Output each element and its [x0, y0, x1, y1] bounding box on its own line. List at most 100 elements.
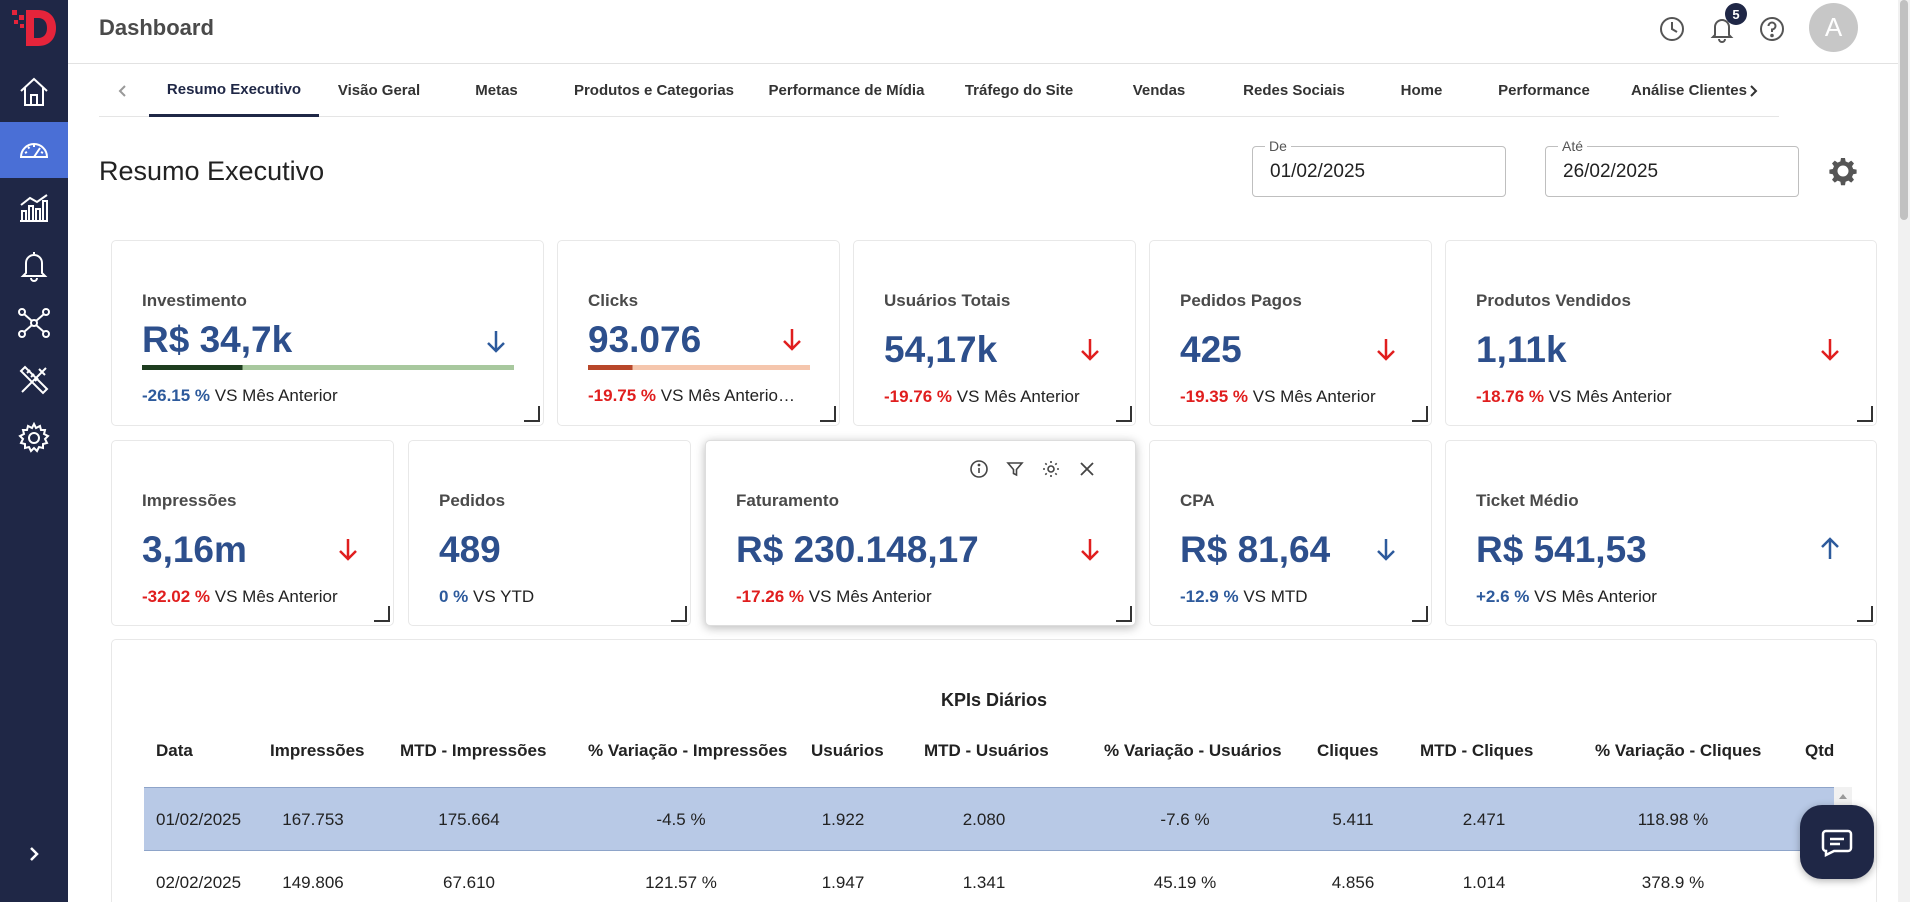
- kpi-comparison: 0 % VS YTD: [439, 587, 534, 607]
- resize-handle[interactable]: [1857, 606, 1873, 622]
- tab-produtos-categorias[interactable]: Produtos e Categorias: [573, 82, 735, 99]
- sidebar-expand-button[interactable]: [0, 826, 68, 882]
- kpi-card-pedidos-pagos[interactable]: Pedidos Pagos 425 -19.35 % VS Mês Anteri…: [1149, 240, 1432, 426]
- card-settings-button[interactable]: [1039, 457, 1063, 481]
- kpi-label: Produtos Vendidos: [1476, 291, 1631, 310]
- bell-icon: [1710, 19, 1734, 43]
- filter-icon: [1006, 462, 1024, 477]
- table-cell: 2.080: [962, 810, 1006, 829]
- date-to-field[interactable]: Até 26/02/2025: [1545, 138, 1799, 197]
- notification-badge: 5: [1725, 3, 1747, 25]
- sidebar-item-dashboard[interactable]: [0, 122, 68, 178]
- date-to-value[interactable]: 26/02/2025: [1563, 161, 1659, 182]
- table-cell: 167.753: [282, 810, 344, 829]
- gear-icon[interactable]: [1828, 156, 1858, 186]
- kpi-card-ticket-medio[interactable]: Ticket Médio R$ 541,53 +2.6 % VS Mês Ant…: [1445, 440, 1877, 626]
- arrow-down-icon: [339, 539, 357, 561]
- kpi-pct: -19.75 %: [588, 386, 657, 405]
- resize-handle[interactable]: [1857, 406, 1873, 422]
- column-header[interactable]: MTD - Usuários: [924, 741, 1049, 760]
- page-scrollbar-thumb[interactable]: [1900, 0, 1908, 220]
- column-header[interactable]: Cliques: [1317, 741, 1379, 760]
- kpi-value: 93.076: [588, 319, 702, 360]
- page-scrollbar[interactable]: [1898, 0, 1910, 902]
- help-button[interactable]: [1755, 12, 1789, 46]
- kpi-label: Impressões: [142, 491, 237, 510]
- resize-handle[interactable]: [374, 606, 390, 622]
- kpi-card-produtos-vendidos[interactable]: Produtos Vendidos 1,11k -18.76 % VS Mês …: [1445, 240, 1877, 426]
- kpi-card-faturamento[interactable]: Faturamento R$ 230.148,17 -17.26 % VS Mê…: [705, 440, 1136, 626]
- kpi-comparison: -17.26 % VS Mês Anterior: [736, 587, 932, 607]
- close-button[interactable]: [1075, 457, 1099, 481]
- table-cell: 149.806: [282, 873, 344, 892]
- logo-icon[interactable]: [10, 6, 58, 50]
- tab-analise-clientes[interactable]: Análise Clientes: [1631, 82, 1747, 99]
- date-from-field[interactable]: De 01/02/2025: [1252, 138, 1506, 197]
- kpi-card-investimento[interactable]: Investimento R$ 34,7k -26.15 % VS Mês An…: [111, 240, 544, 426]
- resize-handle[interactable]: [524, 406, 540, 422]
- kpi-label: Pedidos Pagos: [1180, 291, 1302, 310]
- kpi-card-impressoes[interactable]: Impressões 3,16m -32.02 % VS Mês Anterio…: [111, 440, 394, 626]
- resize-handle[interactable]: [1412, 406, 1428, 422]
- resize-handle[interactable]: [1116, 406, 1132, 422]
- kpi-value: 489: [439, 529, 501, 570]
- kpi-suffix: VS Mês Anterior: [214, 386, 338, 405]
- table-row[interactable]: 02/02/2025 149.806 67.610 121.57 % 1.947…: [144, 851, 1834, 902]
- column-header[interactable]: Impressões: [270, 741, 365, 760]
- filter-button[interactable]: [1003, 457, 1027, 481]
- tab-trafego-site[interactable]: Tráfego do Site: [964, 82, 1074, 99]
- tab-visao-geral[interactable]: Visão Geral: [337, 82, 421, 99]
- tab-performance-midia[interactable]: Performance de Mídia: [768, 82, 925, 99]
- column-header[interactable]: % Variação - Cliques: [1595, 741, 1762, 760]
- sidebar-item-home[interactable]: [0, 64, 68, 120]
- tools-icon: [19, 365, 49, 395]
- sidebar-item-tools[interactable]: [0, 352, 68, 408]
- kpi-comparison: -19.76 % VS Mês Anterior: [884, 387, 1080, 407]
- kpi-pct: -26.15 %: [142, 386, 211, 405]
- sidebar-item-charts[interactable]: [0, 180, 68, 236]
- resize-handle[interactable]: [820, 406, 836, 422]
- kpi-pct: -17.26 %: [736, 587, 805, 606]
- column-header[interactable]: MTD - Impressões: [400, 741, 547, 760]
- tab-home[interactable]: Home: [1400, 82, 1443, 99]
- avatar[interactable]: A: [1809, 3, 1858, 52]
- kpi-card-pedidos[interactable]: Pedidos 489 0 % VS YTD: [408, 440, 691, 626]
- kpi-suffix: VS YTD: [473, 587, 535, 606]
- tabs-scroll-right[interactable]: [1739, 77, 1767, 105]
- info-button[interactable]: [967, 457, 991, 481]
- column-header[interactable]: % Variação - Usuários: [1104, 741, 1282, 760]
- date-from-value[interactable]: 01/02/2025: [1270, 161, 1366, 182]
- column-header[interactable]: Usuários: [811, 741, 884, 760]
- sidebar-item-alerts[interactable]: [0, 237, 68, 293]
- tab-vendas[interactable]: Vendas: [1132, 82, 1186, 99]
- history-button[interactable]: [1655, 12, 1689, 46]
- resize-handle[interactable]: [1412, 606, 1428, 622]
- table-cell: 02/02/2025: [156, 873, 242, 892]
- tab-resumo-executivo[interactable]: Resumo Executivo: [149, 64, 319, 117]
- tab-metas[interactable]: Metas: [475, 82, 518, 99]
- kpi-value: 3,16m: [142, 529, 247, 570]
- table-scroll-up[interactable]: [1834, 787, 1852, 807]
- kpi-suffix: VS Mês Anterior: [214, 587, 338, 606]
- resize-handle[interactable]: [1116, 606, 1132, 622]
- table-cell: -4.5 %: [656, 810, 706, 829]
- kpi-card-cpa[interactable]: CPA R$ 81,64 -12.9 % VS MTD: [1149, 440, 1432, 626]
- kpi-card-usuarios-totais[interactable]: Usuários Totais 54,17k -19.76 % VS Mês A…: [853, 240, 1136, 426]
- sidebar-item-settings[interactable]: [0, 410, 68, 466]
- notifications-button[interactable]: 5: [1705, 3, 1747, 46]
- tab-redes-sociais[interactable]: Redes Sociais: [1243, 82, 1345, 99]
- resize-handle[interactable]: [671, 606, 687, 622]
- chat-button[interactable]: [1800, 805, 1874, 879]
- kpi-card-clicks[interactable]: Clicks 93.076 -19.75 % VS Mês Anterio…: [557, 240, 840, 426]
- column-header[interactable]: Qtd c: [1805, 741, 1835, 760]
- tabs-scroll-left[interactable]: [109, 77, 137, 105]
- column-header[interactable]: Data: [156, 741, 193, 760]
- tab-performance[interactable]: Performance: [1498, 82, 1590, 99]
- column-header[interactable]: MTD - Cliques: [1420, 741, 1534, 760]
- table-row[interactable]: 01/02/2025 167.753 175.664 -4.5 % 1.922 …: [144, 787, 1834, 851]
- table-cell: 1.922: [821, 810, 865, 829]
- kpi-suffix: VS Mês Anterior: [808, 587, 932, 606]
- sidebar-item-network[interactable]: [0, 295, 68, 351]
- table-cell: 1.014: [1462, 873, 1506, 892]
- column-header[interactable]: % Variação - Impressões: [588, 741, 788, 760]
